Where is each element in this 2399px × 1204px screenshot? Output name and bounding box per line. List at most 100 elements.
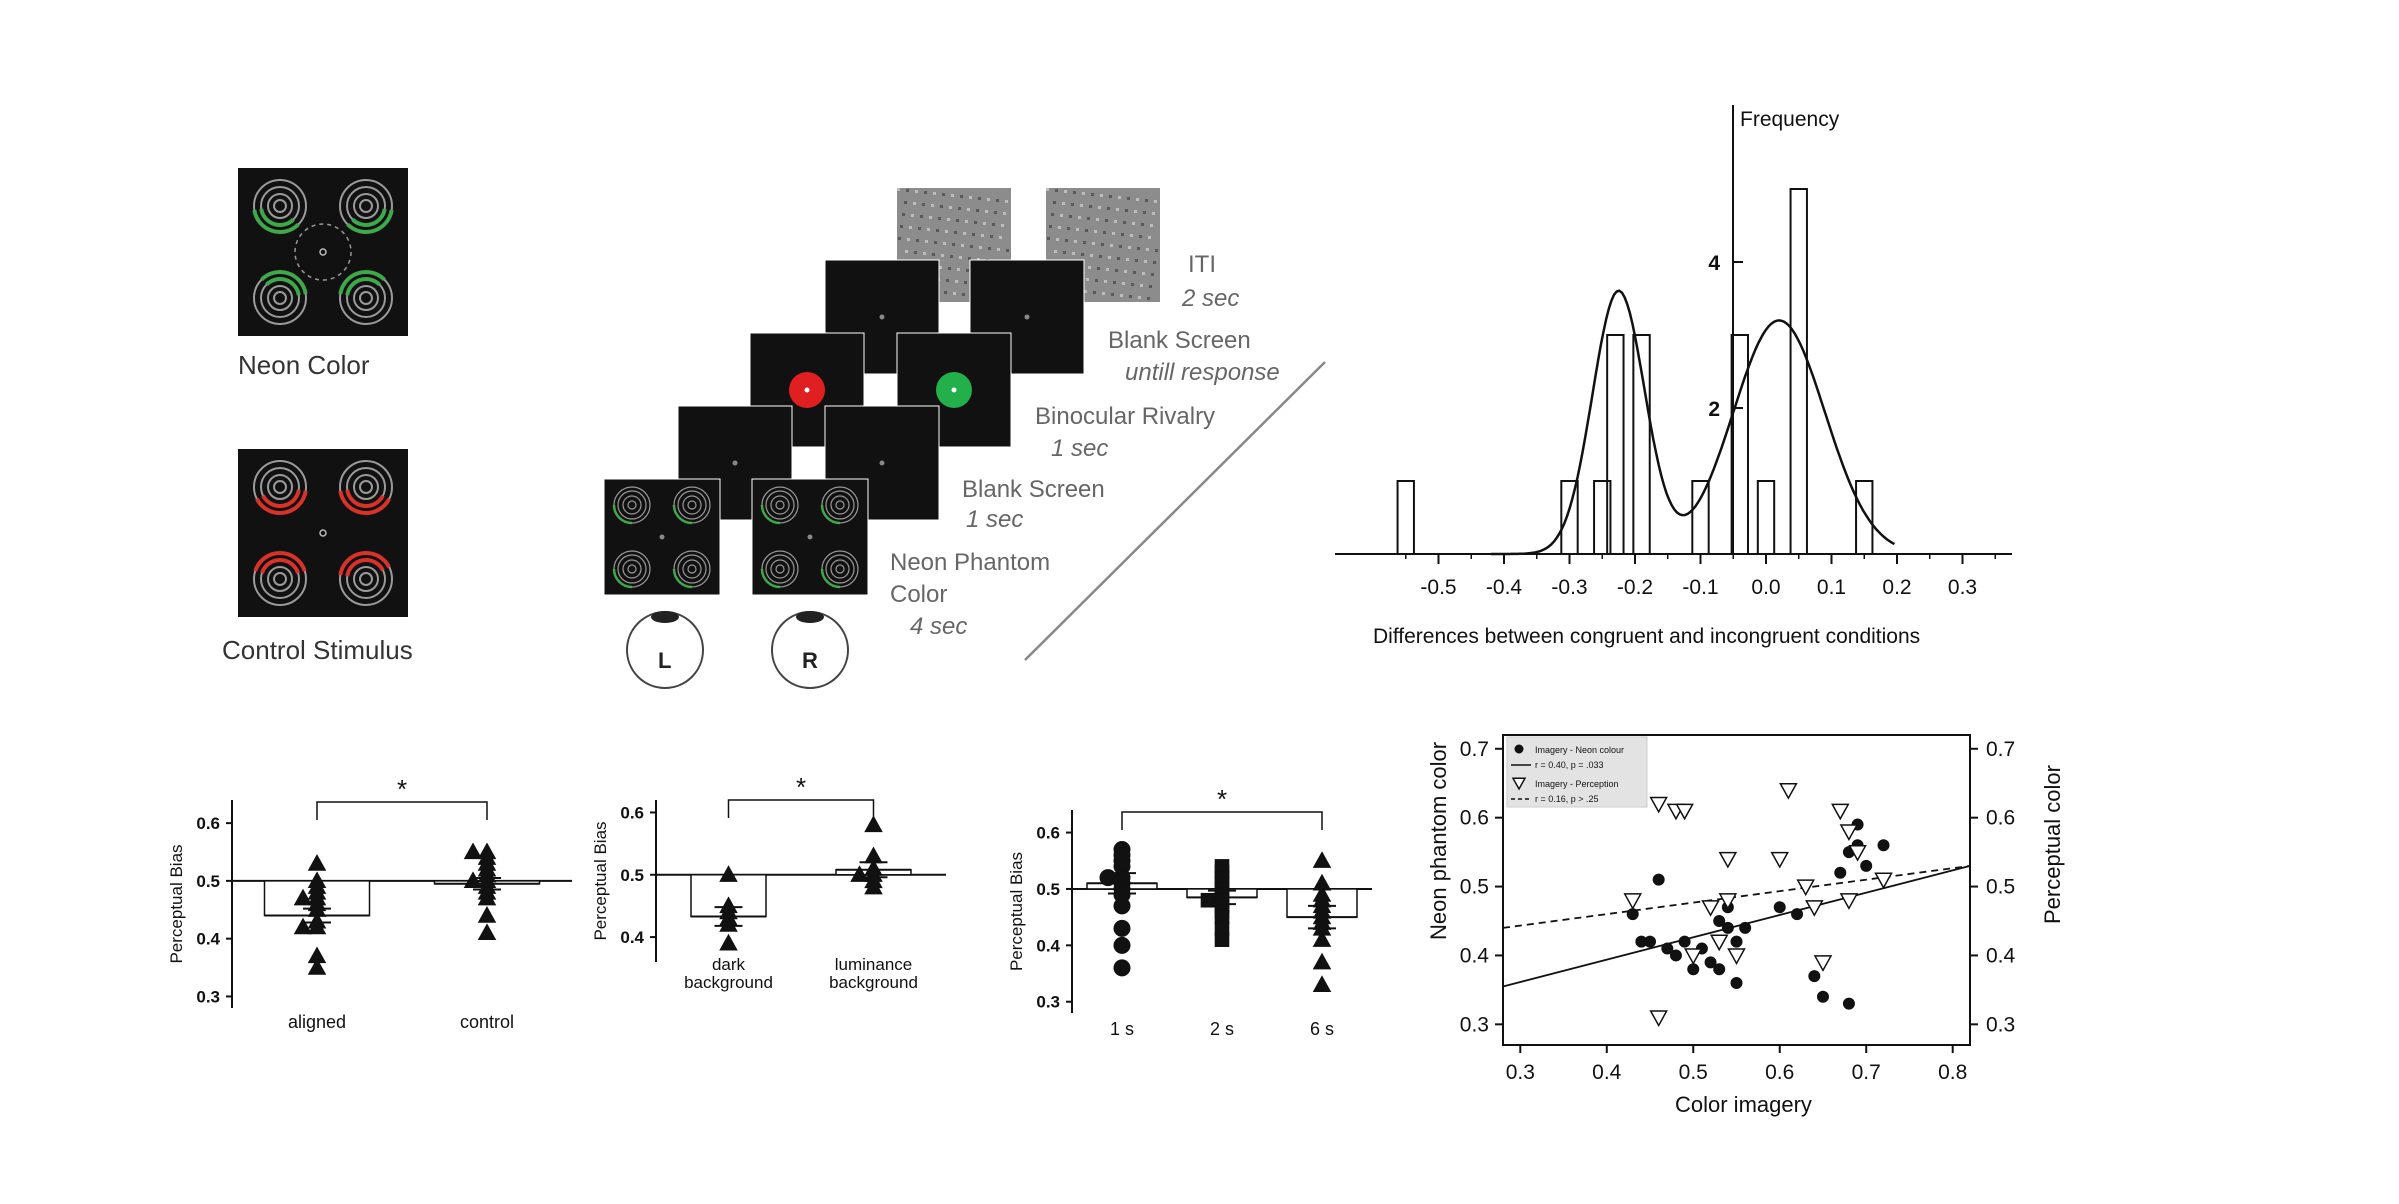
noise-pixel [1062, 202, 1065, 205]
eye-right-pupil [796, 611, 824, 623]
noise-pixel [1095, 279, 1098, 282]
legend-entry-stat: r = 0.40, p = .033 [1535, 760, 1604, 770]
noise-pixel [944, 291, 947, 294]
noise-pixel [1106, 268, 1109, 271]
noise-pixel [1001, 224, 1004, 227]
noise-pixel [1076, 228, 1079, 231]
noise-pixel [1083, 241, 1086, 244]
data-point [1721, 921, 1734, 934]
noise-pixel [1054, 250, 1057, 253]
noise-pixel [1155, 249, 1158, 252]
paradigm-diagram [603, 188, 1160, 596]
noise-pixel [969, 196, 972, 199]
mini-ring [687, 564, 697, 574]
data-point [1113, 936, 1131, 954]
mini-colored-arc [612, 504, 633, 525]
histogram-bar [1632, 334, 1651, 555]
data-point [1834, 866, 1847, 879]
data-point [1727, 948, 1746, 965]
noise-pixel [924, 191, 927, 194]
stimulus-inducer-ring [267, 566, 293, 592]
stimulus-control-label: Control Stimulus [222, 635, 413, 665]
noise-pixel [1146, 248, 1149, 251]
noise-pixel [943, 242, 946, 245]
data-point [1709, 934, 1729, 952]
stimulus-inducer-colored-arc [345, 558, 385, 577]
fixation-dot [807, 534, 813, 540]
noise-pixel [1126, 258, 1129, 261]
step-neon-line2: Color [890, 581, 947, 608]
histogram-y-tick-label: 4 [1708, 252, 1720, 275]
noise-pixel [941, 254, 944, 257]
stimulus-inducer-colored-arc [265, 277, 301, 296]
mini-ring [775, 564, 785, 574]
histogram-chart: Frequency Differences between congruent … [1335, 105, 2012, 648]
noise-pixel [1101, 243, 1104, 246]
data-point [1730, 977, 1743, 989]
noise-pixel [953, 292, 956, 295]
noise-pixel [964, 281, 967, 284]
data-point [1773, 901, 1786, 914]
data-point [1718, 851, 1738, 869]
noise-pixel [1134, 210, 1137, 213]
data-point [1113, 897, 1131, 915]
noise-pixel [1058, 226, 1061, 229]
noise-pixel [905, 250, 908, 253]
histogram-bar [1789, 188, 1808, 555]
noise-pixel [1108, 256, 1111, 259]
noise-pixel [966, 269, 969, 272]
data-point [1678, 935, 1691, 948]
data-point [463, 842, 483, 860]
noise-pixel [939, 266, 942, 269]
eye-right: R [771, 611, 849, 689]
noise-pixel [918, 227, 921, 230]
dotplot-y-tick-label: 0.4 [196, 930, 220, 949]
scatter-legend-box [1506, 736, 1648, 808]
noise-pixel [1136, 198, 1139, 201]
noise-pixel [1150, 224, 1153, 227]
significance-bracket [1121, 811, 1323, 830]
data-point [850, 865, 869, 882]
noise-pixel [916, 239, 919, 242]
noise-pixel [1085, 229, 1088, 232]
scatter-y-tick-label: 0.6 [1460, 807, 1489, 830]
noise-pixel [987, 198, 990, 201]
noise-pixel [1139, 235, 1142, 238]
stimulus-inducer-ring [267, 474, 293, 500]
histogram-xlabel: Differences between congruent and incong… [1373, 625, 1920, 648]
step-rivalry-duration: 1 sec [1051, 435, 1108, 462]
noise-pixel [1149, 285, 1152, 288]
noise-pixel [974, 221, 977, 224]
data-point [1312, 975, 1332, 992]
fixation-dot [879, 314, 885, 320]
data-point [1839, 893, 1859, 910]
mini-ring [622, 559, 642, 579]
data-point [719, 915, 738, 932]
noise-pixel [938, 217, 941, 220]
fit-line-neon [1502, 865, 1971, 988]
noise-pixel [959, 256, 962, 259]
stimulus-inducer-colored-arc [346, 209, 394, 234]
stimulus-control [238, 449, 408, 617]
noise-pixel [1133, 271, 1136, 274]
noise-pixel [955, 280, 958, 283]
noise-pixel [1046, 188, 1049, 191]
noise-pixel [1154, 200, 1157, 203]
stimulus-inducer-ring [273, 291, 287, 305]
mini-ring [677, 490, 707, 520]
noise-pixel [1110, 244, 1113, 247]
noise-pixel [1104, 280, 1107, 283]
dotplot-y-tick-label: 0.3 [196, 987, 220, 1006]
stimulus-inducer-ring [273, 199, 287, 213]
data-point [1701, 900, 1720, 917]
dotplot-category-label: luminance [835, 955, 913, 974]
step-rivalry-name: Binocular Rivalry [1035, 403, 1215, 430]
stimulus-inducer-ring [273, 572, 287, 586]
data-point [1739, 921, 1752, 934]
significance-star: * [397, 774, 407, 804]
fixation-dot [804, 387, 810, 393]
mini-ring [617, 490, 647, 520]
data-point [293, 917, 313, 935]
noise-pixel [1129, 295, 1132, 298]
noise-pixel [1080, 204, 1083, 207]
